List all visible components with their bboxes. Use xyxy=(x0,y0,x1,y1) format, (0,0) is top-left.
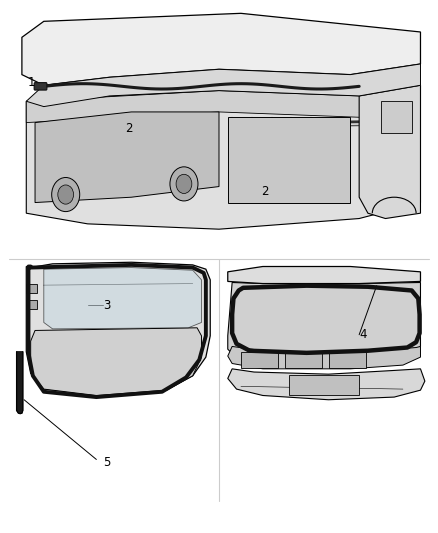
Polygon shape xyxy=(44,268,201,329)
Text: 2: 2 xyxy=(125,123,133,135)
Polygon shape xyxy=(228,369,425,400)
Polygon shape xyxy=(31,328,201,395)
Circle shape xyxy=(52,177,80,212)
Polygon shape xyxy=(228,266,420,284)
Polygon shape xyxy=(17,352,23,414)
Text: 1: 1 xyxy=(28,76,35,89)
Text: 3: 3 xyxy=(104,299,111,312)
Text: 2: 2 xyxy=(261,185,268,198)
Polygon shape xyxy=(26,85,420,123)
Circle shape xyxy=(176,174,192,193)
Polygon shape xyxy=(35,112,219,203)
Polygon shape xyxy=(26,85,420,229)
Polygon shape xyxy=(26,262,210,395)
FancyBboxPatch shape xyxy=(26,284,37,293)
Polygon shape xyxy=(359,85,420,219)
Polygon shape xyxy=(228,346,420,369)
Circle shape xyxy=(58,185,74,204)
FancyBboxPatch shape xyxy=(228,117,350,203)
Circle shape xyxy=(170,167,198,201)
Polygon shape xyxy=(26,64,420,107)
FancyBboxPatch shape xyxy=(26,300,37,309)
FancyBboxPatch shape xyxy=(289,375,359,395)
Polygon shape xyxy=(22,13,420,85)
Text: 4: 4 xyxy=(360,328,367,341)
FancyBboxPatch shape xyxy=(285,352,322,368)
Polygon shape xyxy=(228,282,420,364)
FancyBboxPatch shape xyxy=(34,83,47,90)
Text: 5: 5 xyxy=(104,456,111,469)
FancyBboxPatch shape xyxy=(241,352,278,368)
FancyBboxPatch shape xyxy=(381,101,412,133)
FancyBboxPatch shape xyxy=(328,352,366,368)
